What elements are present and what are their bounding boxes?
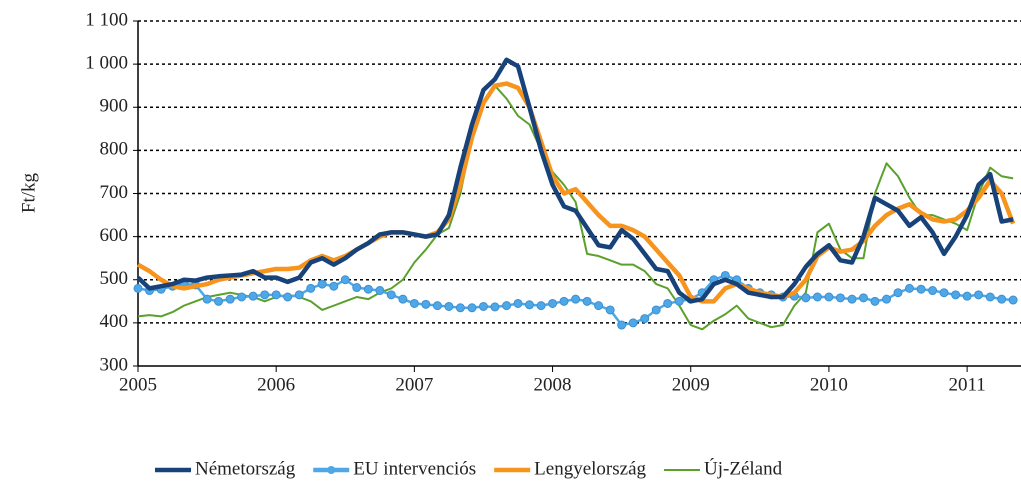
series-marker	[548, 298, 558, 308]
series-marker	[617, 320, 627, 330]
series-marker	[214, 296, 224, 306]
series-marker	[444, 301, 454, 311]
series-marker	[640, 314, 650, 324]
series-marker	[893, 288, 903, 298]
series-marker	[628, 318, 638, 328]
series-marker	[674, 296, 684, 306]
series-marker	[812, 292, 822, 302]
series-marker	[133, 283, 143, 293]
series-marker	[594, 301, 604, 311]
legend-label: Németország	[195, 458, 296, 479]
series-line	[137, 84, 1014, 331]
series-marker	[283, 292, 293, 302]
series-marker	[928, 286, 938, 296]
series-marker	[260, 290, 270, 300]
series-marker	[858, 293, 868, 303]
series-marker	[409, 298, 419, 308]
series-marker	[651, 305, 661, 315]
series-marker	[248, 291, 258, 301]
series-marker	[605, 305, 615, 315]
series-line	[136, 57, 1014, 304]
series-marker	[663, 298, 673, 308]
series-marker	[202, 294, 212, 304]
series-marker	[455, 303, 465, 313]
x-tick-label: 2005	[119, 374, 157, 395]
series-marker	[306, 283, 316, 293]
legend-label: Lengyelország	[534, 458, 646, 479]
series-marker	[352, 283, 362, 293]
series-marker	[870, 296, 880, 306]
legend-label: EU intervenciós	[353, 458, 476, 479]
x-tick-label: 2009	[672, 374, 710, 395]
legend-marker	[327, 466, 336, 474]
series-marker	[340, 275, 350, 285]
series-marker	[997, 294, 1007, 304]
series-marker	[432, 301, 442, 311]
series-marker	[824, 292, 834, 302]
series-marker	[559, 296, 569, 306]
y-tick-label: 1 100	[85, 9, 128, 30]
series-marker	[1008, 295, 1018, 305]
series-marker	[847, 294, 857, 304]
series-marker	[571, 294, 581, 304]
x-tick-label: 2010	[810, 374, 848, 395]
series-line	[136, 81, 1016, 304]
series-marker	[835, 293, 845, 303]
series-marker	[502, 301, 512, 311]
series-marker	[962, 291, 972, 301]
series-marker	[904, 283, 914, 293]
series-marker	[524, 300, 534, 310]
y-tick-label: 500	[100, 268, 129, 289]
series-marker	[582, 296, 592, 306]
series-marker	[271, 290, 281, 300]
y-tick-label: 700	[100, 182, 129, 203]
series-marker	[801, 293, 811, 303]
series-marker	[974, 290, 984, 300]
x-tick-label: 2006	[257, 374, 295, 395]
series-marker	[363, 284, 373, 294]
series-marker	[939, 288, 949, 298]
y-tick-label: 900	[100, 96, 129, 117]
series-marker	[225, 294, 235, 304]
series-marker	[386, 290, 396, 300]
series-marker	[478, 301, 488, 311]
x-tick-label: 2008	[534, 374, 572, 395]
series-marker	[375, 286, 385, 296]
y-tick-label: 800	[100, 139, 129, 160]
y-tick-label: 300	[100, 354, 129, 375]
series-marker	[294, 290, 304, 300]
series-marker	[985, 292, 995, 302]
y-tick-label: 1 000	[85, 52, 128, 73]
legend-label: Új-Zéland	[704, 457, 783, 479]
series-marker	[317, 279, 327, 289]
series-marker	[467, 303, 477, 313]
series-marker	[490, 302, 500, 312]
x-tick-label: 2007	[395, 374, 433, 395]
series-marker	[398, 294, 408, 304]
series-marker	[916, 284, 926, 294]
series-marker	[421, 299, 431, 309]
series-marker	[237, 292, 247, 302]
x-tick-label: 2011	[948, 374, 985, 395]
series-marker	[536, 301, 546, 311]
series-marker	[882, 294, 892, 304]
series-marker	[329, 281, 339, 291]
y-tick-label: 600	[100, 225, 129, 246]
series-marker	[951, 290, 961, 300]
y-tick-label: 400	[100, 311, 129, 332]
y-axis-label: Ft/kg	[18, 172, 39, 213]
series-marker	[513, 298, 523, 308]
